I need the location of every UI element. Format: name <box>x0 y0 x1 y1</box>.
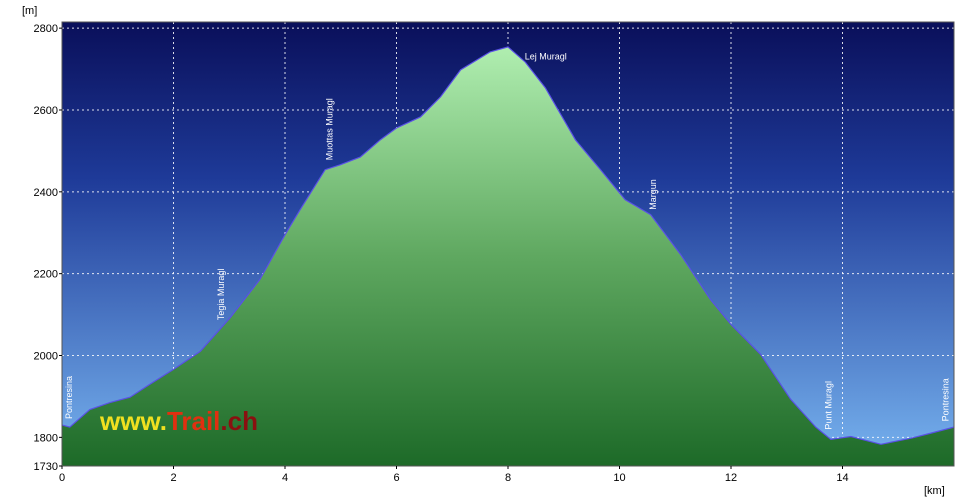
x-tick-label: 0 <box>59 472 65 484</box>
waypoint-label: Muottas Muragl <box>325 98 335 160</box>
y-tick-label: 2200 <box>34 269 58 281</box>
x-tick-label: 6 <box>393 472 399 484</box>
x-tick-label: 10 <box>613 472 625 484</box>
y-tick-label: 2000 <box>34 351 58 363</box>
y-tick-label: 1730 <box>34 461 58 473</box>
x-tick-label: 8 <box>505 472 511 484</box>
y-tick-label: 1800 <box>34 432 58 444</box>
y-axis-label: [m] <box>22 5 37 17</box>
waypoint-label: Tegia Muragl <box>216 269 226 321</box>
y-tick-label: 2400 <box>34 187 58 199</box>
waypoint-label: Margun <box>648 179 658 210</box>
y-tick-label: 2800 <box>34 23 58 35</box>
elevation-area <box>62 46 954 466</box>
waypoint-label: Punt Muragl <box>824 381 834 430</box>
elevation-line <box>61 46 955 445</box>
waypoint-label: Lej Muragl <box>525 52 567 62</box>
waypoint-label: Pontresina <box>64 376 74 419</box>
x-tick-label: 4 <box>282 472 288 484</box>
watermark: www.Trail.ch <box>99 406 258 436</box>
x-tick-label: 14 <box>836 472 848 484</box>
x-tick-label: 2 <box>170 472 176 484</box>
waypoint-label: Pontresina <box>941 378 951 421</box>
x-axis-label: [km] <box>924 485 945 497</box>
y-tick-label: 2600 <box>34 105 58 117</box>
x-tick-label: 12 <box>725 472 737 484</box>
